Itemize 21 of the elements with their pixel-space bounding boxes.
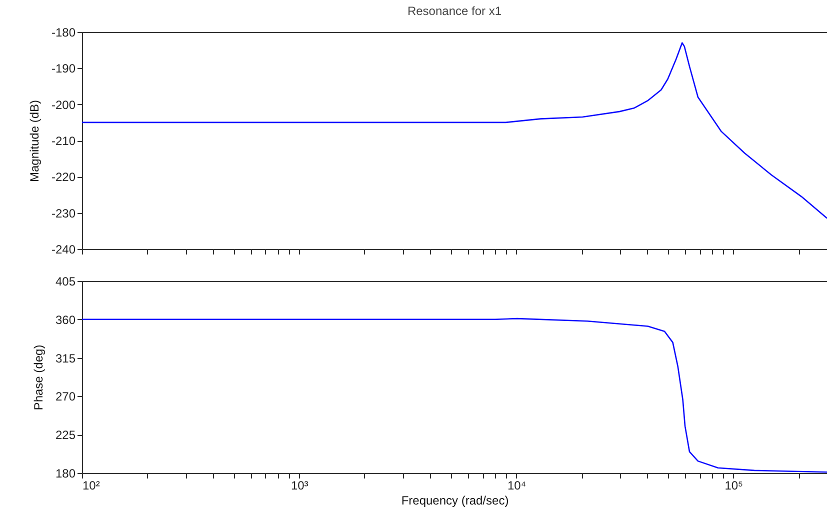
y-tick-label: -220 bbox=[51, 170, 76, 184]
y-tick-label: 270 bbox=[55, 390, 76, 404]
y-tick-label: -180 bbox=[51, 26, 76, 40]
y-tick-label: 360 bbox=[55, 312, 76, 327]
y-tick-label: 315 bbox=[55, 351, 76, 366]
y-axis-title: Phase (deg) bbox=[31, 344, 46, 410]
y-tick-label: 180 bbox=[55, 466, 76, 480]
chart-title: Resonance for x1 bbox=[407, 4, 502, 18]
y-tick-label: -240 bbox=[51, 242, 76, 256]
x-tick-label: 10² bbox=[82, 478, 100, 492]
y-tick-label: -190 bbox=[51, 62, 76, 76]
x-tick-label: 10³ bbox=[290, 478, 308, 492]
x-axis-title: Frequency (rad/sec) bbox=[401, 494, 509, 508]
y-tick-label: 225 bbox=[55, 428, 76, 442]
y-tick-label: -200 bbox=[51, 98, 76, 112]
y-tick-label: -230 bbox=[51, 206, 76, 220]
y-tick-label: 405 bbox=[55, 274, 76, 288]
x-tick-label: 10⁴ bbox=[507, 478, 526, 492]
x-tick-label: 10⁵ bbox=[724, 478, 744, 492]
y-axis-title: Magnitude (dB) bbox=[27, 100, 42, 182]
y-tick-label: -210 bbox=[51, 134, 76, 148]
